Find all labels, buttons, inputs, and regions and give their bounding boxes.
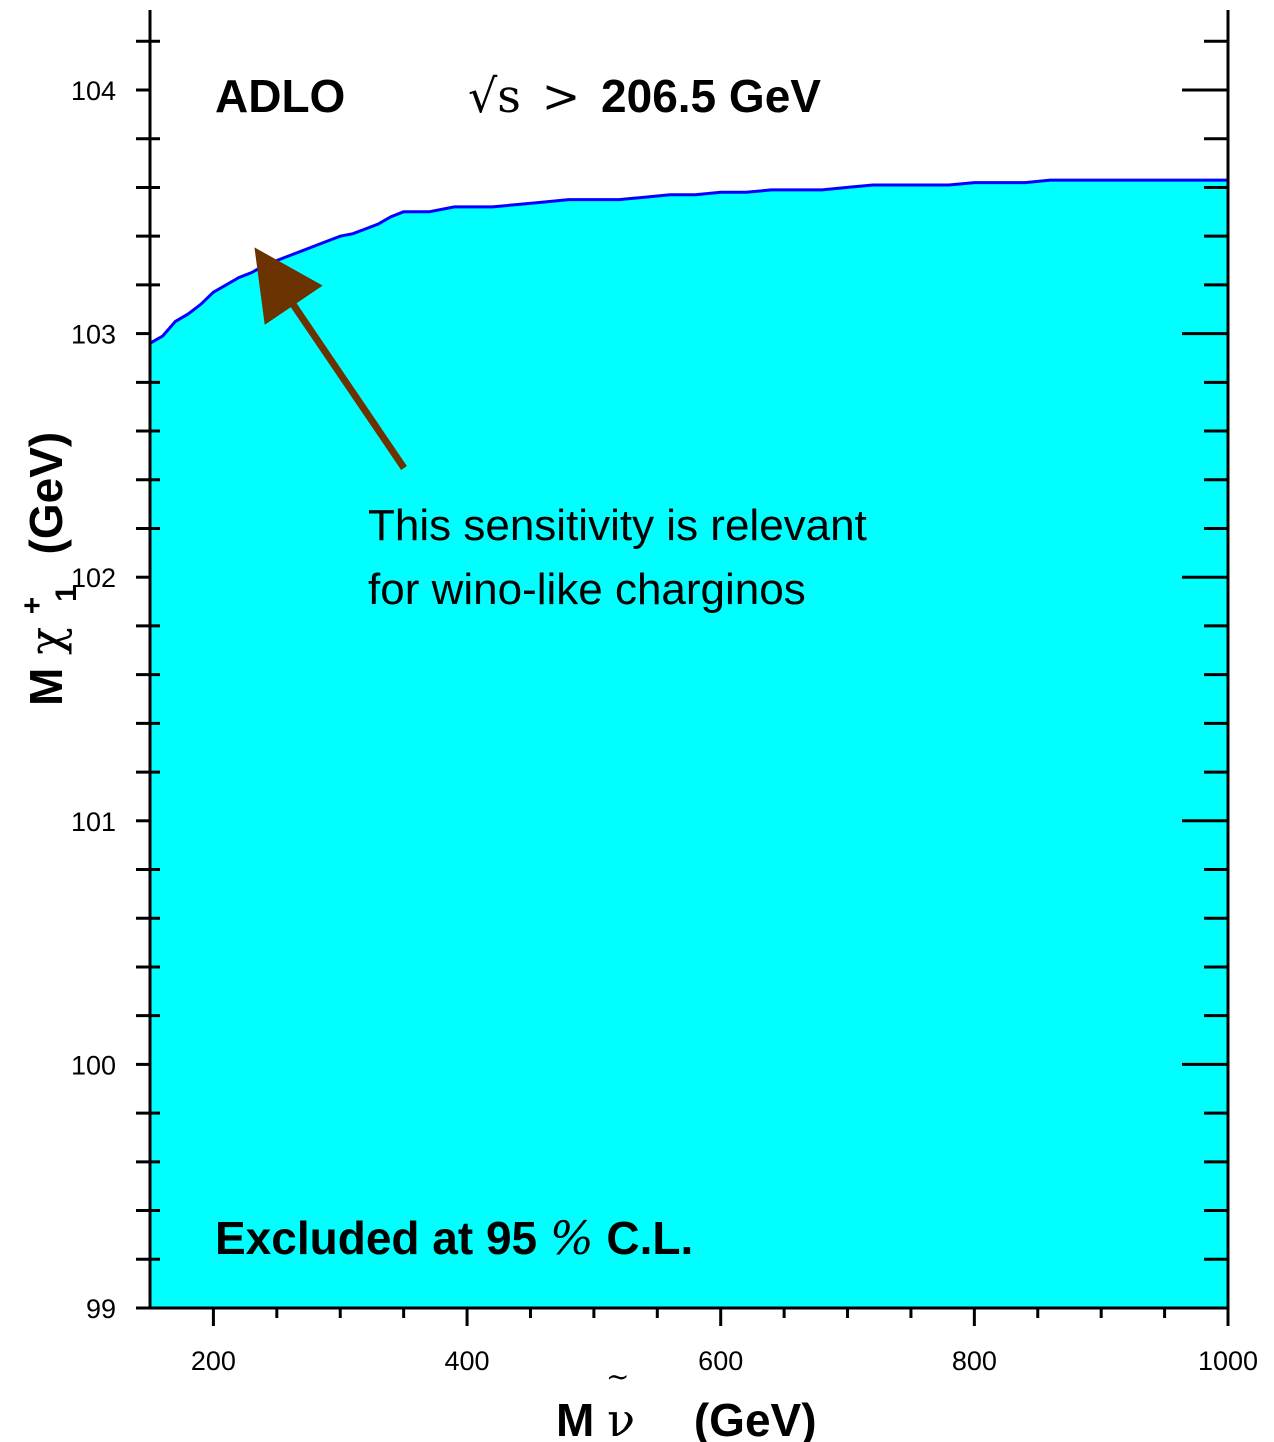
y-axis-particle-symbol: χ — [19, 627, 73, 655]
annotation-arrow — [254, 247, 407, 470]
plot-axes — [148, 10, 1230, 1310]
annotation-line-2: for wino-like charginos — [368, 565, 806, 614]
y-tick-label: 102 — [71, 563, 116, 593]
y-axis-superscript: + — [16, 597, 49, 615]
y-tick-label: 103 — [71, 320, 116, 350]
y-axis-subscript: 1 — [50, 585, 83, 602]
excluded-region-label: Excluded at 95 % C.L. — [215, 1211, 693, 1265]
x-axis-tick-labels: 200 400 600 800 1000 — [191, 1346, 1258, 1376]
y-axis-ticks — [136, 39, 1228, 1310]
y-axis-mass-symbol: M — [20, 668, 72, 706]
y-tick-label: 99 — [86, 1294, 116, 1324]
x-axis-mass-symbol: M — [556, 1394, 594, 1442]
x-tick-label: 1000 — [1198, 1346, 1258, 1376]
x-tick-label: 800 — [952, 1346, 997, 1376]
annotation-line-1: This sensitivity is relevant — [368, 501, 867, 550]
svg-text:M χ + 1: M χ + 1 (GeV) — [0, 432, 86, 706]
x-axis-particle-accent: ~ — [606, 1360, 629, 1393]
energy-label: √s > 206.5 GeV — [468, 69, 821, 123]
sqrt-s-symbol: √s — [468, 69, 521, 123]
x-axis-unit: (GeV) — [694, 1394, 817, 1442]
x-tick-label: 200 — [191, 1346, 236, 1376]
percent-sign: % — [550, 1211, 594, 1265]
x-axis-label: M ν (GeV) — [556, 1393, 817, 1442]
y-tick-label: 104 — [71, 76, 116, 106]
x-axis-particle-symbol: ν — [607, 1393, 635, 1442]
greater-than-symbol: > — [542, 69, 581, 123]
experiment-label: ADLO — [215, 70, 345, 122]
x-tick-label: 400 — [445, 1346, 490, 1376]
x-axis-ticks — [211, 1308, 1230, 1326]
y-axis-tick-labels: 99 100 101 102 103 104 — [71, 76, 116, 1324]
x-tick-label: 600 — [698, 1346, 743, 1376]
y-tick-label: 100 — [71, 1050, 116, 1080]
y-axis-unit: (GeV) — [20, 432, 72, 555]
y-axis-label: M χ + 1 (GeV) — [0, 432, 86, 706]
excluded-region — [150, 180, 1228, 1309]
excluded-text: Excluded at 95 — [215, 1212, 537, 1264]
y-tick-label: 101 — [71, 807, 116, 837]
cl-text: C.L. — [606, 1212, 693, 1264]
energy-value: 206.5 GeV — [601, 70, 821, 122]
